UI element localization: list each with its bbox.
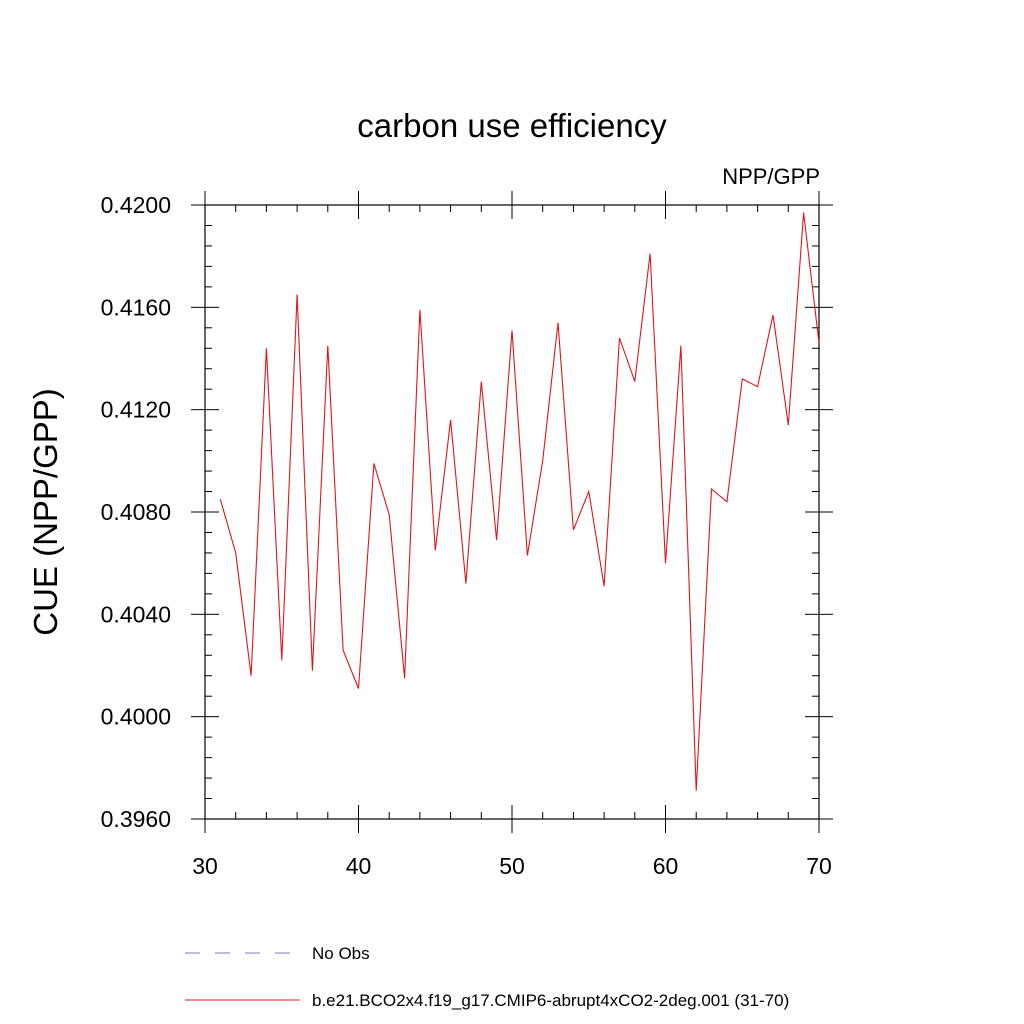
y-tick-label: 0.4040 [101,601,171,627]
axis-tick-labels: 30 40 50 60 70 0.3960 0.4000 0.4040 0.4080 0.4120… [101,192,832,879]
legend-entry-label: No Obs [312,944,370,963]
y-tick-label: 0.3960 [101,806,171,832]
y-tick-label: 0.4000 [101,704,171,730]
y-tick-label: 0.4160 [101,294,171,320]
axis-ticks [191,191,833,833]
x-tick-label: 60 [653,853,679,879]
series-line [219,212,820,791]
chart-subtitle: NPP/GPP [722,164,820,189]
y-axis-label: CUE (NPP/GPP) [27,388,64,636]
chart-title: carbon use efficiency [357,107,667,144]
x-tick-label: 50 [499,853,525,879]
y-tick-label: 0.4080 [101,499,171,525]
y-tick-label: 0.4120 [101,397,171,423]
x-tick-label: 70 [806,853,832,879]
legend: No Obs b.e21.BCO2x4.f19_g17.CMIP6-abrupt4… [185,944,789,1010]
series-lines [219,212,820,791]
x-tick-label: 30 [192,853,218,879]
x-tick-label: 40 [346,853,372,879]
legend-entry-label: b.e21.BCO2x4.f19_g17.CMIP6-abrupt4xCO2-2… [312,991,789,1010]
y-tick-label: 0.4200 [101,192,171,218]
